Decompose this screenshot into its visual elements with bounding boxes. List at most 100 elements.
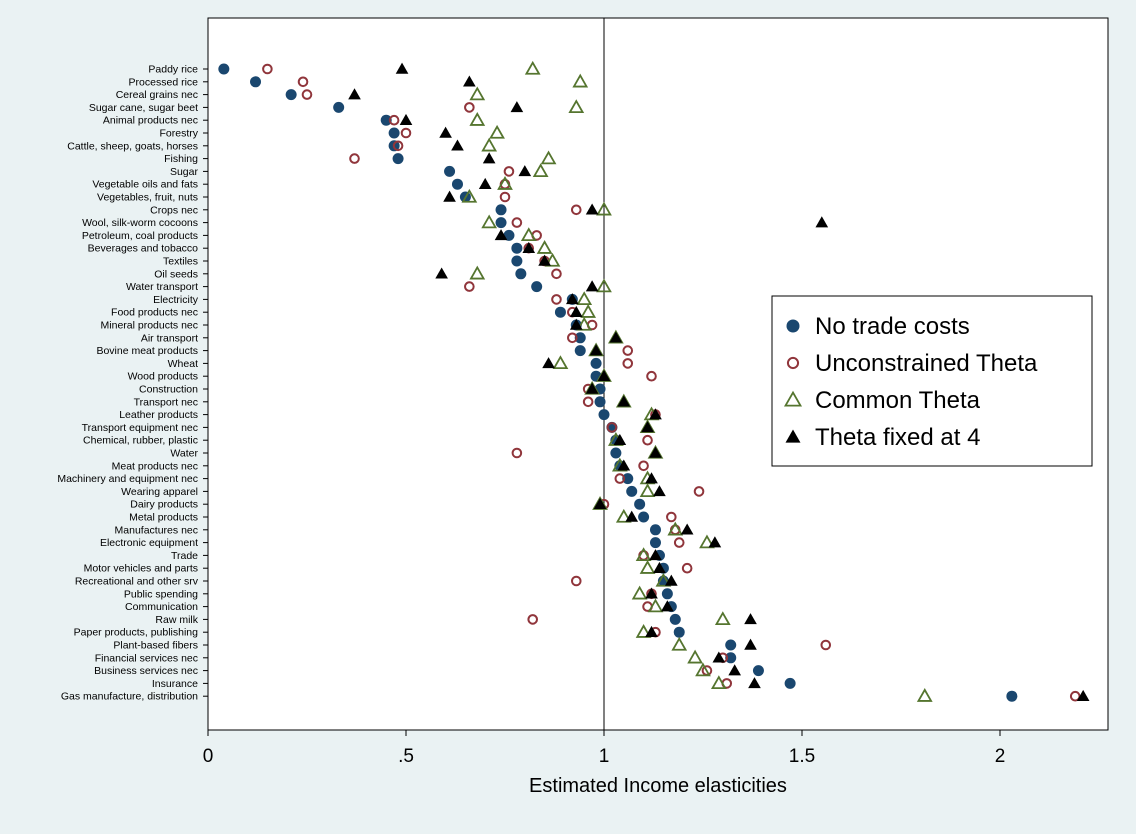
data-point [687,649,703,664]
data-point [712,651,726,663]
data-point [518,165,532,177]
data-point [388,127,400,139]
data-point [625,510,639,522]
y-tick-label: Vegetable oils and fats [92,179,198,191]
data-point [349,153,360,164]
y-tick-label: Fishing [164,153,198,165]
data-point [617,395,631,407]
data-point [551,294,562,305]
data-point [494,229,508,241]
data-point [540,150,557,165]
data-point [598,409,610,421]
y-tick-label: Dairy products [130,499,198,511]
data-point [693,486,705,497]
data-point [524,60,541,75]
legend-label: Theta fixed at 4 [815,424,980,451]
data-point [585,382,599,394]
data-point [631,585,648,600]
x-tick-label: 1 [599,746,610,767]
y-tick-label: Cattle, sheep, goats, horses [67,140,198,152]
data-point [728,664,742,676]
y-tick-label: Water transport [126,281,198,293]
legend-marker [786,356,800,370]
data-markers [218,60,1090,702]
data-point [622,345,634,356]
data-point [503,166,515,177]
data-point [661,588,673,600]
data-point [572,73,589,88]
data-point [710,675,727,690]
legend-marker [786,319,800,333]
data-point [638,511,650,523]
data-point [699,534,715,549]
data-point [647,598,664,613]
data-point [469,265,486,280]
data-point [596,201,612,216]
data-point [262,63,273,75]
data-point [497,176,513,190]
data-point [439,126,452,138]
data-point [380,114,392,126]
data-point [582,396,594,408]
data-point [520,227,537,242]
data-point [820,639,832,651]
y-tick-label: Paper products, publishing [74,627,198,639]
data-point [610,447,622,459]
y-tick-label: Electricity [153,294,199,306]
data-point [653,485,666,497]
data-point [634,498,646,510]
data-point [297,76,309,88]
data-point [649,446,662,458]
data-point [669,613,681,625]
data-point [752,665,764,677]
data-point [499,191,511,203]
y-tick-label: Wheat [168,358,198,370]
data-point [784,677,796,689]
data-point [645,587,658,599]
y-tick-label: Communication [125,601,198,613]
data-point [590,357,602,369]
y-tick-label: Leather products [119,409,198,421]
data-point [622,358,634,369]
y-tick-label: Wood products [128,371,198,383]
y-tick-label: Cereal grains nec [116,89,198,101]
legend: No trade costs Unconstrained Theta Common … [771,295,1093,467]
y-tick-label: Transport nec [134,396,198,408]
data-point [916,688,933,702]
y-tick-label: Plant-based fibers [113,640,198,652]
data-point [301,89,313,100]
data-point [469,112,486,126]
data-point [680,523,694,535]
data-point [451,139,464,151]
data-point [1006,690,1018,702]
y-tick-label: Forestry [159,128,198,140]
data-point [551,268,562,280]
data-point [641,421,654,433]
y-tick-label: Electronic equipment [100,537,198,549]
data-point [511,447,523,459]
data-point [567,332,578,344]
y-tick-label: Air transport [141,332,198,344]
data-point [285,89,297,101]
data-point [585,280,599,292]
data-point [495,204,507,216]
data-point [714,611,731,626]
y-tick-label: Food products nec [111,307,198,319]
data-point [609,331,623,343]
data-point [444,165,456,177]
data-point [725,652,737,664]
data-point [748,677,761,689]
y-tick-label: Motor vehicles and parts [84,563,198,575]
data-point [481,137,498,152]
data-point [614,473,626,484]
data-point [218,63,230,75]
y-tick-label: Oil seeds [154,268,198,280]
y-tick-label: Sugar cane, sugar beet [89,102,198,114]
data-point [653,561,666,573]
data-point [569,318,583,330]
y-tick-marks [203,68,208,697]
data-point [597,369,611,381]
y-tick-label: Textiles [163,256,198,268]
